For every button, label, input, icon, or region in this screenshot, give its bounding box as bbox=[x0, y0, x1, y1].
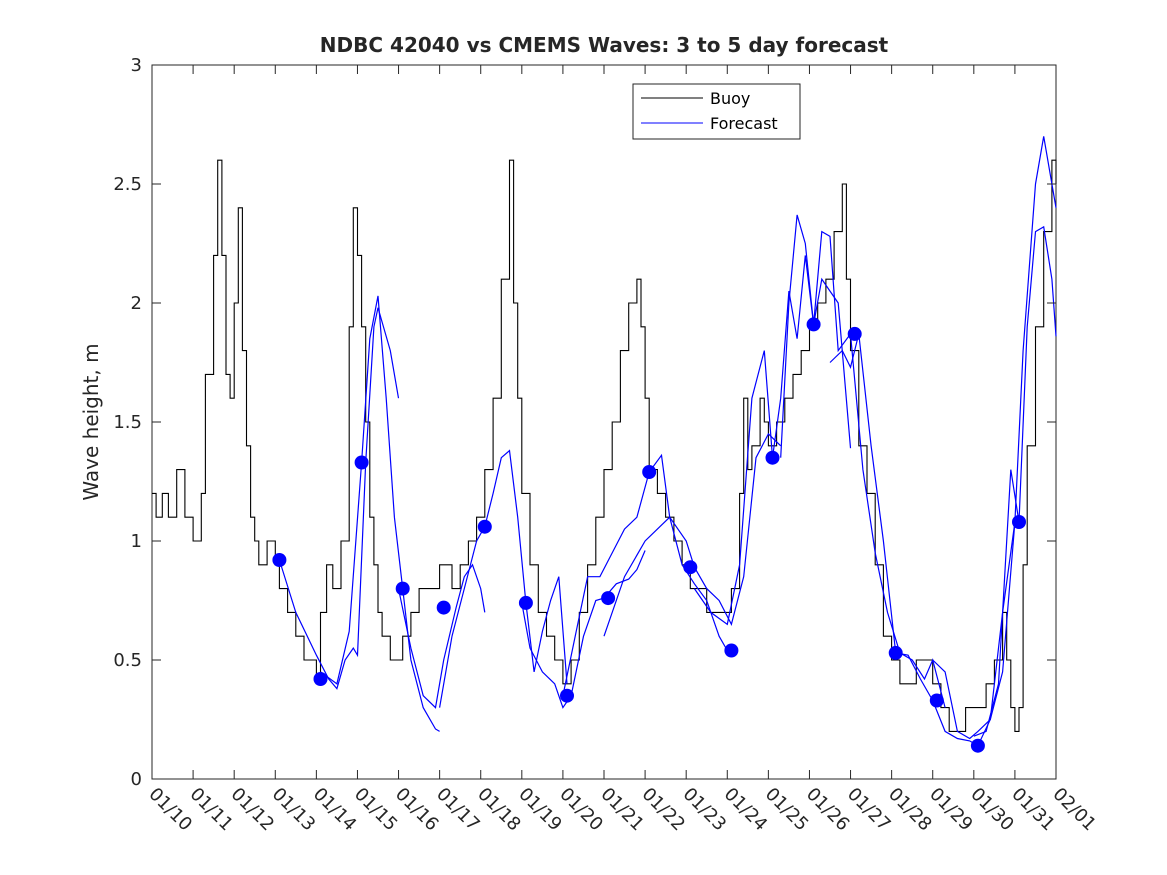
y-tick-label: 2 bbox=[131, 293, 142, 314]
series-line-buoy bbox=[152, 159, 1057, 732]
series-line-forecast-10 bbox=[829, 333, 1016, 747]
forecast-marker bbox=[477, 519, 492, 534]
series-line-forecast-1 bbox=[278, 307, 400, 690]
series-line-forecast-12 bbox=[973, 225, 1057, 737]
y-tick-label: 0.5 bbox=[113, 650, 142, 671]
y-tick-label: 2.5 bbox=[113, 174, 142, 195]
forecast-marker bbox=[806, 317, 821, 332]
legend-label-forecast: Forecast bbox=[710, 114, 778, 133]
forecast-marker bbox=[929, 693, 944, 708]
forecast-marker bbox=[313, 672, 328, 686]
forecast-marker bbox=[970, 738, 985, 753]
forecast-marker bbox=[847, 326, 862, 341]
chart-title: NDBC 42040 vs CMEMS Waves: 3 to 5 day fo… bbox=[320, 33, 889, 57]
y-tick-label: 3 bbox=[131, 55, 142, 76]
legend-label-buoy: Buoy bbox=[710, 89, 750, 108]
forecast-marker bbox=[272, 553, 287, 567]
y-tick-label: 1.5 bbox=[113, 412, 142, 433]
forecast-marker bbox=[642, 465, 657, 479]
forecast-marker bbox=[683, 560, 698, 575]
series-line-forecast-7 bbox=[603, 432, 782, 637]
series-line-forecast-3 bbox=[397, 563, 486, 709]
forecast-marker bbox=[436, 600, 451, 615]
forecast-marker bbox=[724, 643, 739, 658]
legend: Buoy Forecast bbox=[632, 83, 801, 140]
series-line-forecast-8 bbox=[693, 255, 852, 626]
y-tick-label: 0 bbox=[131, 769, 142, 790]
plot-area bbox=[151, 64, 1057, 780]
forecast-marker bbox=[560, 688, 574, 703]
forecast-marker bbox=[888, 645, 903, 660]
forecast-marker bbox=[601, 591, 616, 606]
y-tick-label: 1 bbox=[131, 531, 142, 552]
series-line-forecast-5 bbox=[521, 550, 646, 709]
series-line-forecast-4 bbox=[439, 449, 568, 708]
forecast-marker bbox=[765, 450, 780, 465]
series-line-forecast-2 bbox=[320, 295, 440, 732]
legend-box bbox=[632, 83, 801, 140]
y-axis-label: Wave height, m bbox=[79, 343, 103, 500]
forecast-marker bbox=[395, 581, 410, 596]
forecast-marker bbox=[354, 455, 369, 470]
forecast-marker bbox=[1012, 515, 1026, 529]
data-layer bbox=[152, 136, 1057, 753]
series-line-forecast-11 bbox=[932, 136, 1057, 740]
forecast-marker bbox=[518, 595, 533, 610]
